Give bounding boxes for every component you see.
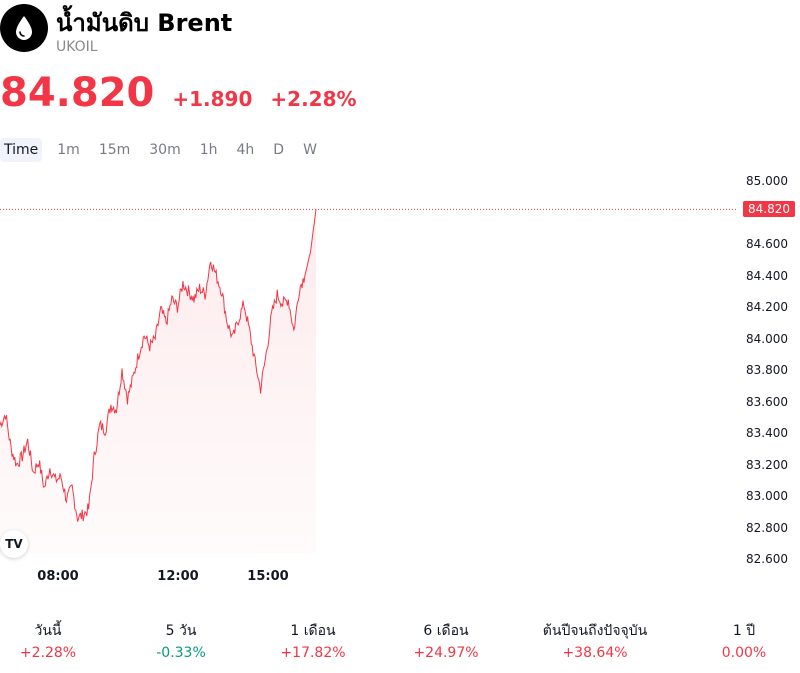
y-tick-label: 83.400	[746, 426, 788, 440]
performance-label: 1 เดือน	[290, 623, 336, 639]
instrument-title: น้ำมันดิบ Brent	[56, 9, 233, 37]
performance-label: 5 วัน	[165, 623, 197, 639]
y-tick-label: 83.800	[746, 363, 788, 377]
instrument-symbol: UKOIL	[56, 39, 98, 55]
tab-1h[interactable]: 1h	[199, 142, 218, 158]
x-tick-label: 15:00	[247, 569, 289, 584]
performance-value: +24.97%	[413, 645, 479, 661]
y-tick-label: 84.200	[746, 300, 788, 314]
quote-row: 84.820 +1.890 +2.28%	[0, 70, 357, 116]
price-chart	[0, 208, 736, 553]
performance-item[interactable]: 1 เดือน +17.82%	[248, 620, 378, 664]
y-tick-label: 83.000	[746, 489, 788, 503]
last-price-tag: 84.820	[743, 201, 795, 218]
price-change-percent: +2.28%	[270, 87, 357, 111]
x-tick-label: 12:00	[157, 569, 199, 584]
x-tick-label: 08:00	[37, 569, 79, 584]
performance-value: 0.00%	[721, 645, 767, 661]
tradingview-logo[interactable]: TV	[0, 530, 28, 558]
y-tick-label: 84.000	[746, 331, 788, 346]
y-tick-label: 82.800	[746, 520, 788, 535]
y-tick-label: 84.600	[746, 237, 788, 251]
performance-row: วันนี้ +2.28% 5 วัน -0.33% 1 เดือน +17.82% 6 เ…	[0, 620, 800, 670]
y-tick-label: 83.600	[746, 394, 788, 409]
tab-d[interactable]: D	[273, 142, 285, 158]
tab-30m[interactable]: 30m	[149, 142, 181, 158]
performance-item[interactable]: วันนี้ +2.28%	[0, 620, 113, 664]
tab-4h[interactable]: 4h	[236, 142, 255, 158]
y-tick-label: 82.600	[746, 552, 788, 566]
price-line	[0, 209, 317, 522]
tab-w[interactable]: W	[303, 142, 317, 158]
last-price: 84.820	[0, 70, 155, 116]
performance-item[interactable]: 1 ปี 0.00%	[679, 620, 800, 664]
performance-label: 6 เดือน	[423, 623, 469, 639]
y-tick-label: 84.400	[746, 268, 788, 283]
tab-time[interactable]: Time	[0, 138, 43, 162]
oil-drop-icon	[16, 16, 32, 40]
performance-item[interactable]: 6 เดือน +24.97%	[381, 620, 511, 664]
timeframe-tabs: Time 1m 15m 30m 1h 4h D W	[0, 138, 332, 162]
performance-item[interactable]: 5 วัน -0.33%	[116, 620, 246, 664]
tab-15m[interactable]: 15m	[98, 142, 131, 158]
performance-label: ต้นปีจนถึงปัจจุบัน	[542, 623, 648, 639]
performance-value: -0.33%	[156, 645, 206, 661]
price-change: +1.890	[172, 87, 253, 111]
performance-label: วันนี้	[34, 623, 62, 639]
tab-1m[interactable]: 1m	[57, 142, 80, 158]
performance-value: +2.28%	[19, 645, 77, 661]
performance-item[interactable]: ต้นปีจนถึงปัจจุบัน +38.64%	[530, 620, 660, 664]
performance-value: +38.64%	[562, 645, 628, 661]
logo-icon	[0, 4, 48, 52]
performance-value: +17.82%	[280, 645, 346, 661]
price-area-fill	[0, 209, 316, 553]
y-tick-label: 83.200	[746, 457, 788, 472]
performance-label: 1 ปี	[732, 623, 756, 639]
y-tick-label: 85.000	[746, 174, 788, 188]
